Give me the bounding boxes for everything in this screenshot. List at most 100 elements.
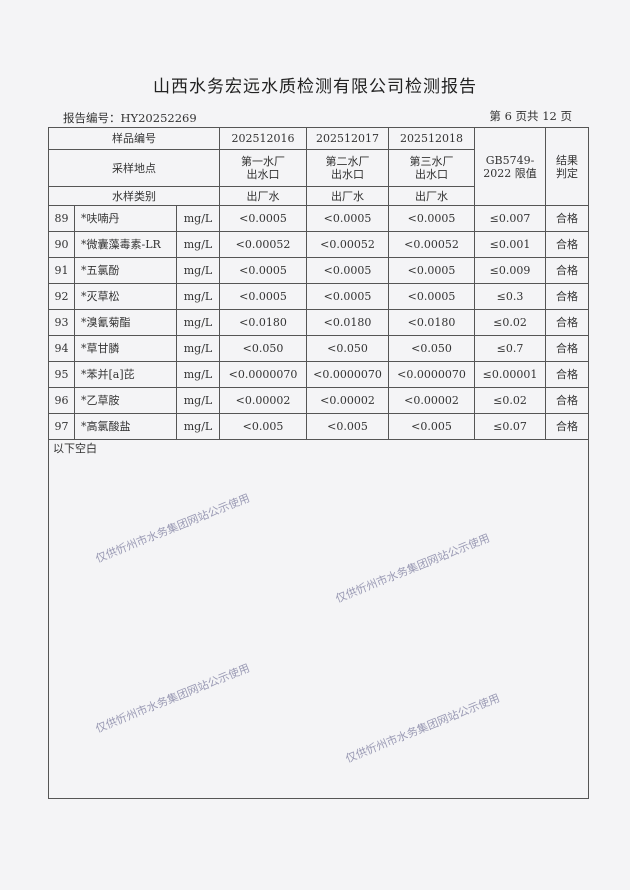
result: 合格 xyxy=(545,205,589,232)
value: <0.050 xyxy=(388,335,475,362)
row-number: 94 xyxy=(48,335,75,362)
unit: mg/L xyxy=(176,283,220,310)
table-row: 89 *呋喃丹 mg/L <0.0005 <0.0005 <0.0005 ≤0.007 合格 xyxy=(48,205,589,232)
sample-site: 第一水厂出水口 xyxy=(219,149,307,187)
item-name: *灭草松 xyxy=(74,283,177,310)
value: <0.050 xyxy=(306,335,389,362)
value: <0.0005 xyxy=(219,257,307,284)
value: <0.0005 xyxy=(219,205,307,232)
limit: ≤0.001 xyxy=(474,231,546,258)
row-number: 90 xyxy=(48,231,75,258)
row-number: 96 xyxy=(48,387,75,414)
item-name: *苯并[a]芘 xyxy=(74,361,177,388)
sample-id: 202512017 xyxy=(306,127,389,150)
unit: mg/L xyxy=(176,231,220,258)
table-row: 93 *溴氰菊酯 mg/L <0.0180 <0.0180 <0.0180 ≤0.02 合格 xyxy=(48,309,589,336)
value: <0.00002 xyxy=(388,387,475,414)
result: 合格 xyxy=(545,387,589,414)
sample-type: 出厂水 xyxy=(388,186,475,206)
limit: ≤0.7 xyxy=(474,335,546,362)
value: <0.00052 xyxy=(306,231,389,258)
limit: ≤0.3 xyxy=(474,283,546,310)
row-number: 92 xyxy=(48,283,75,310)
value: <0.0180 xyxy=(306,309,389,336)
blank-note: 以下空白 xyxy=(48,439,589,799)
table-row: 94 *草甘膦 mg/L <0.050 <0.050 <0.050 ≤0.7 合格 xyxy=(48,335,589,362)
value: <0.005 xyxy=(219,413,307,440)
limit: ≤0.02 xyxy=(474,309,546,336)
item-name: *微囊藻毒素-LR xyxy=(74,231,177,258)
result: 合格 xyxy=(545,361,589,388)
unit: mg/L xyxy=(176,335,220,362)
value: <0.0180 xyxy=(219,309,307,336)
result: 合格 xyxy=(545,283,589,310)
table-row: 95 *苯并[a]芘 mg/L <0.0000070 <0.0000070 <0.0000… xyxy=(48,361,589,388)
value: <0.00002 xyxy=(219,387,307,414)
table-row: 91 *五氯酚 mg/L <0.0005 <0.0005 <0.0005 ≤0.009 合格 xyxy=(48,257,589,284)
row-number: 89 xyxy=(48,205,75,232)
row-number: 97 xyxy=(48,413,75,440)
unit: mg/L xyxy=(176,257,220,284)
sample-type: 出厂水 xyxy=(306,186,389,206)
value: <0.0000070 xyxy=(388,361,475,388)
value: <0.00052 xyxy=(219,231,307,258)
result: 合格 xyxy=(545,231,589,258)
limit: ≤0.00001 xyxy=(474,361,546,388)
sample-site: 第二水厂出水口 xyxy=(306,149,389,187)
unit: mg/L xyxy=(176,387,220,414)
sample-id: 202512018 xyxy=(388,127,475,150)
item-name: *草甘膦 xyxy=(74,335,177,362)
result: 合格 xyxy=(545,257,589,284)
result-label: 结果判定 xyxy=(545,127,589,206)
value: <0.0005 xyxy=(388,283,475,310)
value: <0.0005 xyxy=(306,283,389,310)
limit: ≤0.02 xyxy=(474,387,546,414)
limit: ≤0.009 xyxy=(474,257,546,284)
unit: mg/L xyxy=(176,361,220,388)
limit: ≤0.007 xyxy=(474,205,546,232)
item-name: *高氯酸盐 xyxy=(74,413,177,440)
value: <0.00002 xyxy=(306,387,389,414)
value: <0.0000070 xyxy=(219,361,307,388)
result: 合格 xyxy=(545,335,589,362)
sample-id: 202512016 xyxy=(219,127,307,150)
standard-label: GB5749-2022 限值 xyxy=(474,127,546,206)
unit: mg/L xyxy=(176,309,220,336)
row-number: 93 xyxy=(48,309,75,336)
result: 合格 xyxy=(545,309,589,336)
value: <0.0005 xyxy=(388,205,475,232)
page-info: 第 6 页共 12 页 xyxy=(489,109,572,123)
table-row: 90 *微囊藻毒素-LR mg/L <0.00052 <0.00052 <0.00052 ≤… xyxy=(48,231,589,258)
sample-site: 第三水厂出水口 xyxy=(388,149,475,187)
table-row: 92 *灭草松 mg/L <0.0005 <0.0005 <0.0005 ≤0.3 合格 xyxy=(48,283,589,310)
value: <0.0000070 xyxy=(306,361,389,388)
result: 合格 xyxy=(545,413,589,440)
table-row: 96 *乙草胺 mg/L <0.00002 <0.00002 <0.00002 ≤0.02 合… xyxy=(48,387,589,414)
value: <0.0005 xyxy=(388,257,475,284)
value: <0.050 xyxy=(219,335,307,362)
unit: mg/L xyxy=(176,205,220,232)
value: <0.0005 xyxy=(306,257,389,284)
unit: mg/L xyxy=(176,413,220,440)
item-name: *溴氰菊酯 xyxy=(74,309,177,336)
sample-no-label: 样品编号 xyxy=(48,127,220,150)
row-number: 95 xyxy=(48,361,75,388)
value: <0.005 xyxy=(306,413,389,440)
value: <0.0180 xyxy=(388,309,475,336)
item-name: *呋喃丹 xyxy=(74,205,177,232)
limit: ≤0.07 xyxy=(474,413,546,440)
item-name: *五氯酚 xyxy=(74,257,177,284)
report-number: 报告编号：HY20252269 xyxy=(63,111,197,125)
site-label: 采样地点 xyxy=(48,149,220,187)
report-title: 山西水务宏远水质检测有限公司检测报告 xyxy=(153,77,477,97)
row-number: 91 xyxy=(48,257,75,284)
sample-type: 出厂水 xyxy=(219,186,307,206)
value: <0.005 xyxy=(388,413,475,440)
value: <0.0005 xyxy=(306,205,389,232)
results-table: 样品编号 202512016 202512017 202512018 GB574… xyxy=(48,127,589,799)
value: <0.00052 xyxy=(388,231,475,258)
value: <0.0005 xyxy=(219,283,307,310)
table-row: 97 *高氯酸盐 mg/L <0.005 <0.005 <0.005 ≤0.07 合格 xyxy=(48,413,589,440)
item-name: *乙草胺 xyxy=(74,387,177,414)
